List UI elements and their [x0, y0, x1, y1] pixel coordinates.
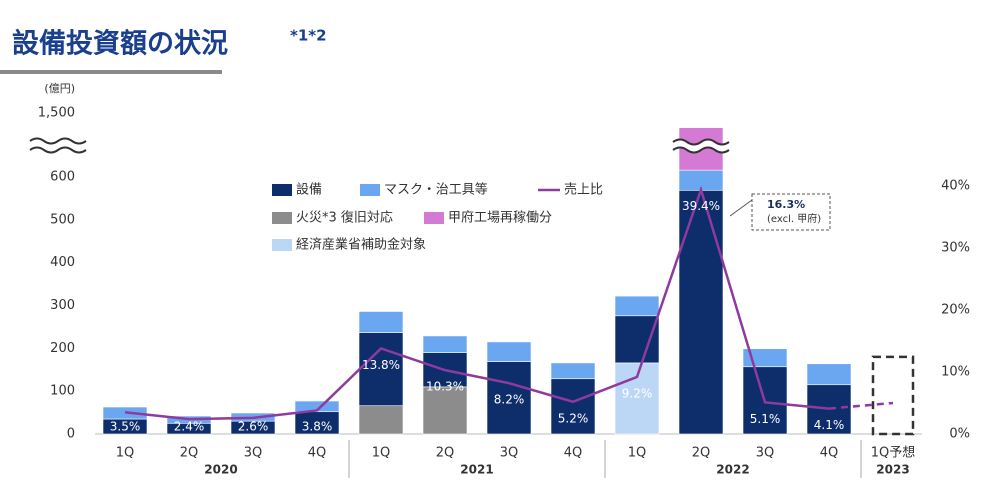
y-tick-label: 100 [50, 384, 75, 399]
data-label: 10.3% [426, 380, 464, 394]
legend-swatch [272, 184, 292, 196]
bar-segment [678, 189, 724, 435]
bar-segment [422, 335, 468, 353]
y2-tick-label: 40% [941, 179, 970, 194]
bar-break [672, 138, 730, 154]
legend-label: 火災*3 復旧対応 [296, 210, 393, 226]
legend-label: 甲府工場再稼働分 [448, 211, 552, 226]
x-tick-label: 4Q [308, 446, 327, 461]
bar-segment [294, 400, 340, 413]
x-tick-label: 2Q [180, 446, 199, 461]
data-label: 2.4% [174, 420, 205, 434]
axis-break [29, 137, 87, 154]
bar-segment [422, 386, 468, 435]
x-tick-label: 3Q [756, 446, 775, 461]
annotation-box [751, 193, 831, 231]
annotation-note: (excl. 甲府) [767, 212, 821, 225]
y-tick-label: 0 [67, 427, 75, 442]
data-label: 4.1% [814, 418, 845, 432]
bar-segment [550, 378, 596, 435]
legend-label: 売上比 [564, 182, 603, 198]
legend-swatch [360, 184, 380, 196]
x-tick-label: 3Q [500, 446, 519, 461]
bar-segment [806, 363, 852, 386]
annotation-pointer [729, 199, 753, 217]
y2-tick-label: 30% [941, 241, 970, 256]
y2-tick-label: 10% [941, 365, 970, 380]
data-label: 8.2% [494, 393, 525, 407]
legend-label: マスク・治工具等 [384, 182, 488, 198]
x-tick-label: 1Q [372, 446, 391, 461]
y-tick-label: 400 [50, 255, 75, 270]
data-label: 3.5% [110, 420, 141, 434]
data-label: 13.8% [362, 358, 400, 372]
data-label: 9.2% [622, 386, 653, 400]
bar-segment [358, 332, 404, 407]
x-tick-label: 2Q [692, 446, 711, 461]
group-label: 2021 [460, 463, 493, 477]
legend-swatch [272, 212, 292, 224]
x-tick-label: 4Q [564, 446, 583, 461]
bar-segment [358, 405, 404, 435]
y-tick-label: 200 [50, 341, 75, 356]
title-underline [0, 70, 222, 74]
y2-tick-label: 20% [941, 303, 970, 318]
data-label: 2.6% [238, 420, 269, 434]
line-forecast [828, 401, 894, 410]
line-series [124, 185, 830, 421]
forecast-box [871, 355, 915, 436]
chart-title: 設備投資額の状況 [12, 28, 228, 60]
bar-segment [358, 311, 404, 333]
data-label: 39.4% [682, 199, 720, 213]
y-tick-label: 600 [50, 170, 75, 185]
bar-segment [614, 295, 660, 317]
bar-segment [614, 315, 660, 364]
legend-label: 経済産業省補助金対象 [296, 237, 426, 253]
x-tick-label: 1Q [628, 446, 647, 461]
legend-label: 設備 [296, 182, 322, 198]
title-note: *1*2 [290, 27, 327, 45]
data-label: 5.2% [558, 411, 589, 425]
group-label: 2023 [876, 463, 909, 477]
y-tick-label: 1,500 [38, 106, 75, 121]
legend-swatch [272, 239, 292, 251]
break-line [672, 138, 730, 146]
y-tick-label: 300 [50, 298, 75, 313]
y-unit: (億円) [44, 82, 75, 95]
x-tick-label: 1Q予想 [871, 445, 916, 461]
x-tick-label: 1Q [116, 446, 135, 461]
data-label: 3.8% [302, 420, 333, 434]
group-label: 2020 [204, 463, 237, 477]
bar-segment [806, 384, 852, 435]
x-tick-label: 3Q [244, 446, 263, 461]
y2-tick-label: 0% [949, 427, 970, 442]
group-label: 2022 [716, 463, 749, 477]
bar-segment [486, 361, 532, 435]
x-tick-label: 2Q [436, 446, 455, 461]
bar-segment [486, 341, 532, 362]
annotation-value: 16.3% [767, 198, 805, 211]
legend-swatch [424, 212, 444, 224]
bar-segment [550, 362, 596, 380]
x-tick-label: 4Q [820, 446, 839, 461]
y-tick-label: 500 [50, 212, 75, 227]
data-label: 5.1% [750, 412, 781, 426]
break-line [672, 146, 730, 154]
